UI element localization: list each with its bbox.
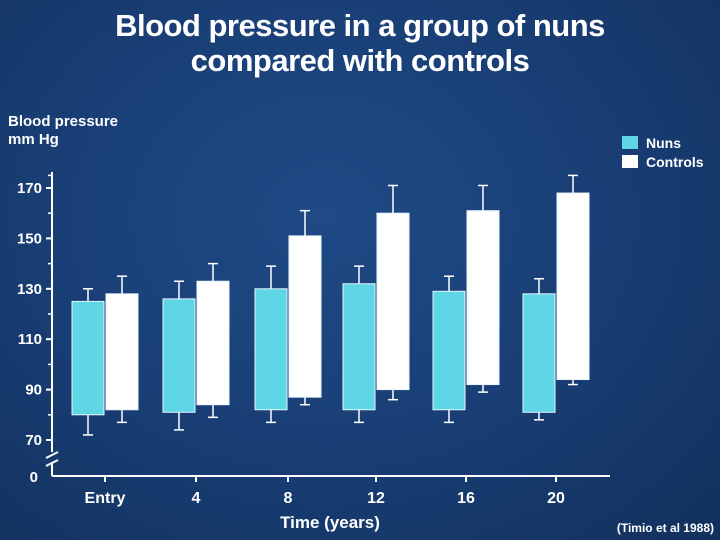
x-tick-label: 8 [284, 490, 293, 507]
y-tick-label: 150 [17, 230, 42, 247]
legend: Nuns Controls [622, 133, 704, 171]
chart-title-line2: compared with controls [190, 43, 530, 78]
y-tick-label: 90 [25, 382, 42, 399]
y-tick-label: 170 [17, 180, 42, 197]
legend-label-nuns: Nuns [646, 134, 681, 151]
source-citation: (Timio et al 1988) [616, 521, 714, 535]
bar-nuns [71, 300, 105, 416]
bar-nuns [342, 283, 376, 411]
bar-nuns [162, 298, 196, 413]
bar-nuns [432, 290, 466, 411]
bar-controls [105, 293, 139, 411]
bar-controls [376, 212, 410, 391]
y-axis-label-line2: mm Hg [8, 131, 59, 148]
x-axis-label: Time (years) [280, 513, 380, 532]
bar-nuns [522, 293, 556, 413]
bar-nuns [254, 288, 288, 411]
x-tick-label: 4 [192, 490, 201, 507]
y-zero-label: 0 [30, 469, 38, 486]
bar-controls [288, 235, 322, 398]
x-tick-label: 16 [457, 490, 475, 507]
legend-swatch-controls [622, 155, 638, 168]
axis-break-mark [45, 451, 59, 459]
legend-label-controls: Controls [646, 153, 704, 170]
bar-controls [196, 280, 230, 406]
x-tick-label: Entry [85, 490, 126, 507]
y-axis-label: Blood pressure mm Hg [8, 113, 118, 149]
y-tick-label: 110 [18, 331, 42, 348]
y-tick-label: 70 [25, 432, 42, 449]
axis-break-mark [45, 459, 59, 467]
bar-controls [466, 210, 500, 386]
x-tick-label: 12 [367, 490, 385, 507]
legend-swatch-nuns [622, 136, 638, 149]
legend-item-nuns: Nuns [622, 133, 704, 152]
legend-item-controls: Controls [622, 152, 704, 171]
chart-title: Blood pressure in a group of nuns compar… [0, 8, 720, 78]
chart-title-line1: Blood pressure in a group of nuns [115, 8, 605, 43]
x-tick-label: 20 [547, 490, 565, 507]
y-axis-label-line1: Blood pressure [8, 113, 119, 130]
y-tick-label: 130 [17, 281, 42, 298]
bar-controls [556, 192, 590, 381]
